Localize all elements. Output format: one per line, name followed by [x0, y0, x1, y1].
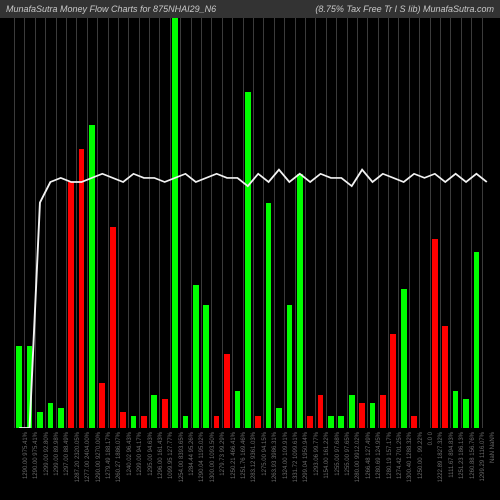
overlay-line	[14, 18, 492, 428]
x-axis-label: 1280.19 157.17%	[387, 432, 393, 479]
x-axis-label: 1295.00 94.63%	[148, 432, 154, 476]
x-axis-label: 0.0 0	[428, 432, 434, 445]
x-axis-label: 1251.76 169.46%	[241, 432, 247, 479]
x-axis-label: 1299.00 92.80%	[44, 432, 50, 476]
x-axis-label: 1280.00 9912.02%	[355, 432, 361, 482]
x-axis-label: 1331.72 1099.61%	[293, 432, 299, 482]
x-axis-labels: 1290.00 975.41% 1290.00 975.41% 1299.00 92…	[14, 428, 492, 500]
chart-title-right: (8.75% Tax Free Tr I S Iib) MunafaSutra.…	[250, 4, 494, 14]
chart-title-left: MunafaSutra Money Flow Charts for 875NHA…	[6, 4, 250, 14]
x-axis-label: 1275.00 94.15%	[262, 432, 268, 476]
x-axis-label: 1254.00 8393.65%	[179, 432, 185, 482]
money-flow-chart: MunafaSutra Money Flow Charts for 875NHA…	[0, 0, 500, 500]
x-axis-label: 1297.00 88.49%	[64, 432, 70, 476]
x-axis-label: 1290.04 1195.02%	[199, 432, 205, 482]
x-axis-label: 1277.00 2404.00%	[85, 432, 91, 482]
x-axis-label: 1300.40 1288.32%	[407, 432, 413, 482]
x-axis-label: 1283.12 9361.03%	[251, 432, 257, 482]
line-series	[19, 170, 487, 428]
x-axis-label: NaN NaN%	[490, 432, 496, 463]
x-axis-label: 1260.88 156.76%	[470, 432, 476, 479]
x-axis-label: 1255.00 97.65%	[345, 432, 351, 476]
x-axis-label: 1154.00 161.22%	[324, 432, 330, 479]
x-axis-label: 1280.69 124.95%	[376, 432, 382, 479]
x-axis-label: 1263.93 3986.31%	[272, 432, 278, 482]
x-axis-label: 1290.00 975.41%	[23, 432, 29, 479]
chart-header: MunafaSutra Money Flow Charts for 875NHA…	[0, 0, 500, 18]
x-axis-label: 1240.02 96.43%	[127, 432, 133, 476]
x-axis-label: 1260.27 1886.07%	[116, 432, 122, 482]
x-axis-label: 1299.04 1950.94%	[303, 432, 309, 482]
x-axis-label: 1299.00 94.17%	[137, 432, 143, 476]
x-axis-label: 1279.49 188.17%	[106, 432, 112, 479]
x-axis-label: 1255.00 97.68%	[335, 432, 341, 476]
x-axis-label: 1299.29 1116.07%	[480, 432, 486, 482]
x-axis-label: 1222.89 1827.32%	[438, 432, 444, 482]
x-axis-label: 1290.00 9270.00%	[96, 432, 102, 482]
x-axis-label: 1293.06 99.77%	[314, 432, 320, 476]
x-axis-label: 1296.00 161.43%	[158, 432, 164, 479]
x-axis-label: 1251.23 186.13%	[459, 432, 465, 479]
x-axis-label: 1290.00 975.41%	[33, 432, 39, 479]
x-axis-label: 1111.67 894.83%	[449, 432, 455, 478]
x-axis-label: 1250.21 466.41%	[231, 432, 237, 479]
x-axis-label: 1274.42 701.25%	[397, 432, 403, 479]
x-axis-label: 1250.00 . 99.22%	[418, 432, 424, 479]
x-axis-label: 1300.00 1093.50%	[210, 432, 216, 482]
x-axis-label: 1299.00 89.98%	[54, 432, 60, 476]
x-axis-label: 1284.44 95.26%	[189, 432, 195, 476]
plot-area	[14, 18, 492, 428]
x-axis-label: 1099.95 127.77%	[168, 432, 174, 479]
x-axis-label: 1279.73 99.29%	[220, 432, 226, 476]
x-axis-label: 1287.20 2320.05%	[75, 432, 81, 482]
x-axis-label: 1266.48 127.49%	[366, 432, 372, 479]
x-axis-label: 1324.00 109.91%	[283, 432, 289, 479]
